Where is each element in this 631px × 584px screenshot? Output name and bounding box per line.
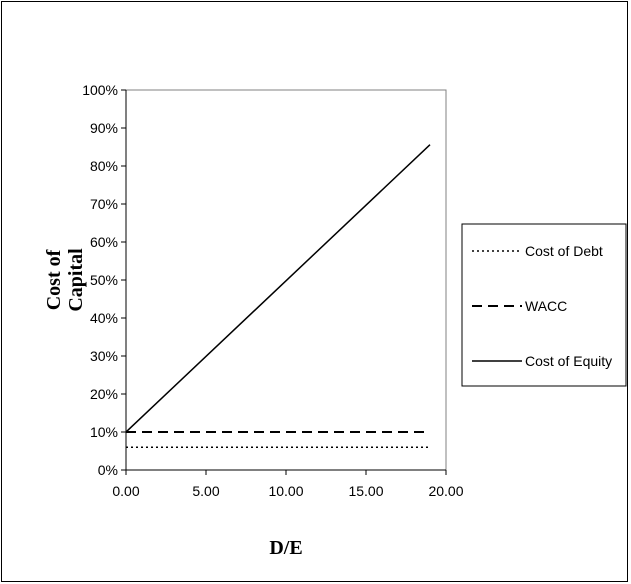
x-tick-label: 10.00 [268,483,303,499]
y-tick-label: 70% [90,196,118,212]
y-tick-label: 40% [90,310,118,326]
y-tick-label: 100% [82,82,118,98]
x-tick-label: 0.00 [112,483,139,499]
x-axis-title: D/E [269,537,302,559]
legend-label: WACC [525,298,567,314]
y-tick-label: 50% [90,272,118,288]
x-tick-label: 20.00 [428,483,463,499]
y-axis-title-line: Cost of [43,249,65,310]
legend-label: Cost of Debt [525,243,603,259]
y-axis-title-line: Capital [65,248,87,312]
y-tick-label: 30% [90,348,118,364]
y-tick-label: 0% [98,462,118,478]
y-tick-label: 60% [90,234,118,250]
legend: Cost of Debt WACC Cost of Equity [461,223,627,387]
x-tick-label: 15.00 [348,483,383,499]
series-line-cost-of-equity [125,144,431,433]
y-axis-title: Cost ofCapital [43,248,87,312]
y-tick-label: 10% [90,424,118,440]
x-tick-label: 5.00 [192,483,219,499]
legend-label: Cost of Equity [525,353,612,369]
y-tick-label: 90% [90,120,118,136]
y-tick-label: 20% [90,386,118,402]
y-tick-label: 80% [90,158,118,174]
